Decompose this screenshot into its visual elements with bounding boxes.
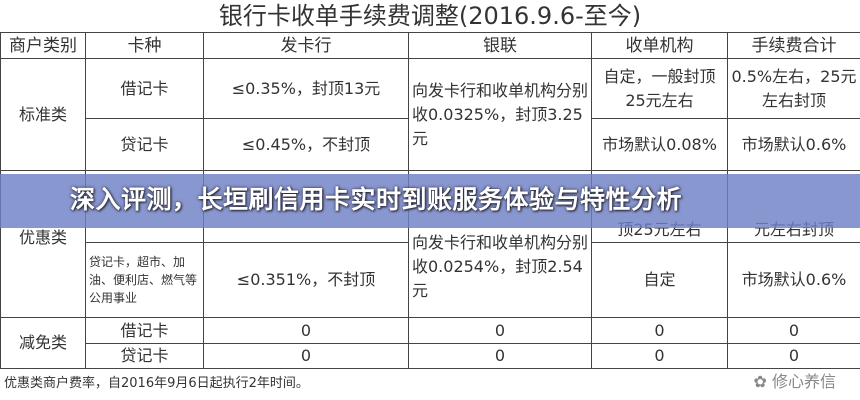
header-cell: 发卡行 (203, 32, 409, 59)
watermark: ✿ 修心养信 (753, 368, 836, 392)
issuer-cell: 0 (203, 317, 409, 344)
acquirer-cell: 0 (591, 317, 728, 344)
total-cell: 0 (727, 343, 860, 369)
table-row: 标准类 借记卡 ≤0.35%，封顶13元 向发卡行和收单机构分别收0.0325%… (0, 58, 860, 171)
table-row: 贷记卡 0 0 0 0 (1, 343, 860, 369)
total-cell: 市场默认0.6% (727, 118, 860, 171)
card-cell: 贷记卡 (85, 343, 204, 369)
header-cell: 收单机构 (591, 32, 728, 59)
header-row: 商户类别 卡种 发卡行 银联 收单机构 手续费合计 (0, 32, 860, 59)
title-banner (0, 174, 860, 228)
unionpay-cell: 向发卡行和收单机构分别收0.0325%，封顶3.25元 (408, 58, 592, 171)
table-row: 减免类 借记卡 0 0 0 0 (0, 317, 860, 369)
card-cell: 借记卡 (85, 58, 204, 119)
header-cell: 银联 (408, 32, 592, 59)
card-cell: 借记卡 (85, 317, 204, 344)
banner-headline: 深入评测，长垣刷信用卡实时到账服务体验与特性分析 (70, 185, 683, 214)
header-cell: 商户类别 (0, 32, 86, 59)
table-row: 贷记卡，超市、加油、便利店、燃气等公用事业 ≤0.351%，不封顶 自定 市场默… (1, 242, 860, 318)
issuer-cell: 0 (203, 343, 409, 369)
header-cell: 卡种 (85, 32, 204, 59)
footnote: 优惠类商户费率，自2016年9月6日起执行2年时间。 (4, 376, 309, 391)
acquirer-cell: 自定，一般封顶25元左右 (591, 58, 728, 119)
table-row: 贷记卡 ≤0.45%，不封顶 市场默认0.08% 市场默认0.6% (1, 118, 860, 171)
total-cell: 0 (727, 317, 860, 344)
total-cell: 市场默认0.6% (727, 242, 860, 318)
header-cell: 手续费合计 (727, 32, 860, 59)
issuer-cell: ≤0.45%，不封顶 (203, 118, 409, 171)
total-cell: 0.5%左右，25元左右封顶 (727, 58, 860, 119)
issuer-cell: ≤0.35%，封顶13元 (203, 58, 409, 119)
unionpay-cell: 0 (408, 317, 592, 344)
category-cell: 标准类 (0, 58, 86, 171)
acquirer-cell: 0 (591, 343, 728, 369)
issuer-cell: ≤0.351%，不封顶 (203, 242, 409, 318)
wechat-icon: ✿ (753, 372, 772, 391)
card-cell: 贷记卡，超市、加油、便利店、燃气等公用事业 (85, 242, 204, 318)
unionpay-cell: 0 (408, 343, 592, 369)
acquirer-cell: 市场默认0.08% (591, 118, 728, 171)
category-cell: 减免类 (0, 317, 86, 369)
card-cell: 贷记卡 (85, 118, 204, 171)
table-title: 银行卡收单手续费调整(2016.9.6-至今) (218, 2, 642, 30)
watermark-text: 修心养信 (771, 372, 836, 391)
acquirer-cell: 自定 (591, 242, 728, 318)
